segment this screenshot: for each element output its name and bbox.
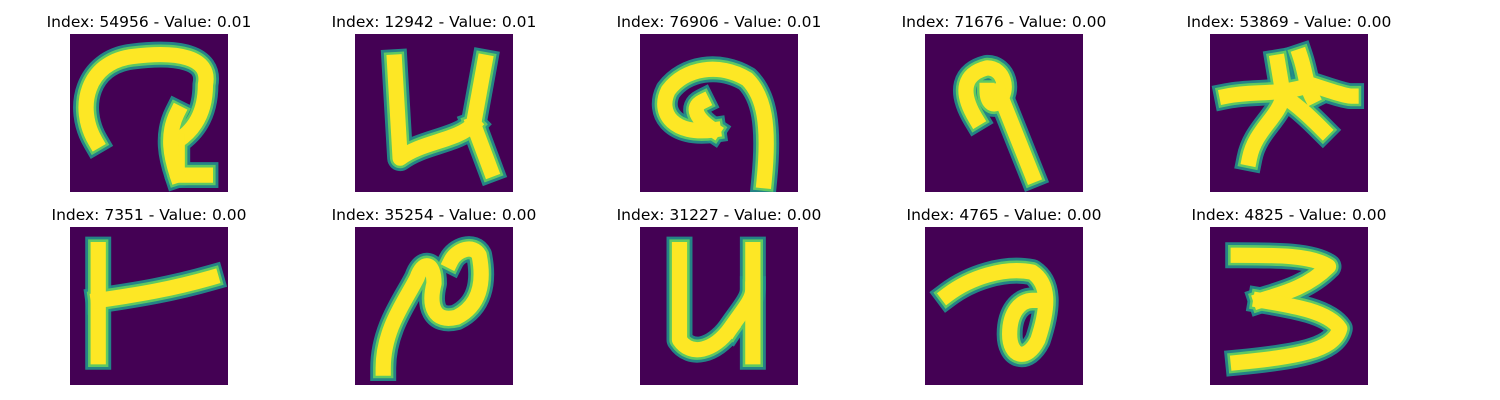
digit-glyph-nine-like — [953, 54, 1050, 192]
glyph-stroke — [1272, 85, 1334, 141]
image-panel: Index: 71676 - Value: 0.00 — [894, 12, 1114, 192]
digit-image — [70, 34, 228, 192]
glyph-stroke — [719, 281, 761, 340]
image-panel: Index: 76906 - Value: 0.01 — [609, 12, 829, 192]
digit-image — [1210, 227, 1368, 385]
panel-title: Index: 12942 - Value: 0.01 — [331, 13, 537, 31]
image-panel: Index: 53869 - Value: 0.00 — [1179, 12, 1399, 192]
panel-title: Index: 53869 - Value: 0.00 — [1186, 13, 1392, 31]
glyph-stroke — [936, 263, 1054, 362]
glyph-stroke — [688, 91, 724, 141]
digit-image — [640, 227, 798, 385]
panel-title: Index: 4765 - Value: 0.00 — [906, 206, 1102, 224]
glyph-stroke — [463, 114, 501, 180]
digit-glyph-u-with-tail — [380, 47, 508, 187]
glyph-stroke — [1290, 46, 1322, 107]
glyph-stroke — [163, 102, 188, 185]
panel-title: Index: 7351 - Value: 0.00 — [51, 206, 247, 224]
digit-image — [925, 227, 1083, 385]
glyph-stroke — [958, 60, 1012, 130]
image-panel: Index: 12942 - Value: 0.01 — [324, 12, 544, 192]
glyph-stroke — [988, 80, 1043, 185]
image-panel: Index: 4765 - Value: 0.00 — [894, 205, 1114, 385]
panel-title: Index: 54956 - Value: 0.01 — [46, 13, 252, 31]
digit-image — [70, 227, 228, 385]
digit-glyph-loop-a — [929, 257, 1059, 367]
glyph-stroke — [1230, 247, 1337, 310]
image-panel: Index: 35254 - Value: 0.00 — [324, 205, 544, 385]
digit-image — [925, 34, 1083, 192]
panel-title: Index: 31227 - Value: 0.00 — [616, 206, 822, 224]
digit-glyph-bold-u — [666, 236, 766, 370]
digit-image — [355, 227, 513, 385]
panel-title: Index: 35254 - Value: 0.00 — [331, 206, 537, 224]
image-panel: Index: 4825 - Value: 0.00 — [1179, 205, 1399, 385]
digit-glyph-swirl — [370, 236, 495, 382]
panel-title: Index: 71676 - Value: 0.00 — [901, 13, 1107, 31]
digit-image — [1210, 34, 1368, 192]
digit-image — [355, 34, 513, 192]
digit-glyph-star-blob — [1211, 40, 1365, 174]
image-panel: Index: 31227 - Value: 0.00 — [609, 205, 829, 385]
digit-glyph-left-t — [83, 236, 228, 370]
panel-title: Index: 76906 - Value: 0.01 — [616, 13, 822, 31]
glyph-stroke — [375, 241, 489, 376]
digit-glyph-three — [1224, 242, 1353, 377]
digit-glyph-curl-hook — [651, 56, 780, 192]
image-panel: Index: 54956 - Value: 0.01 — [39, 12, 259, 192]
glyph-stroke — [89, 268, 221, 309]
glyph-stroke — [78, 47, 214, 152]
glyph-stroke — [1229, 291, 1348, 371]
panel-title: Index: 4825 - Value: 0.00 — [1191, 206, 1387, 224]
digit-image — [640, 34, 798, 192]
digit-glyph-loop-hook — [73, 41, 219, 192]
image-panel: Index: 7351 - Value: 0.00 — [39, 205, 259, 385]
glyph-stroke — [464, 53, 494, 134]
glyph-stroke — [671, 241, 741, 358]
glyph-stroke — [657, 61, 774, 190]
